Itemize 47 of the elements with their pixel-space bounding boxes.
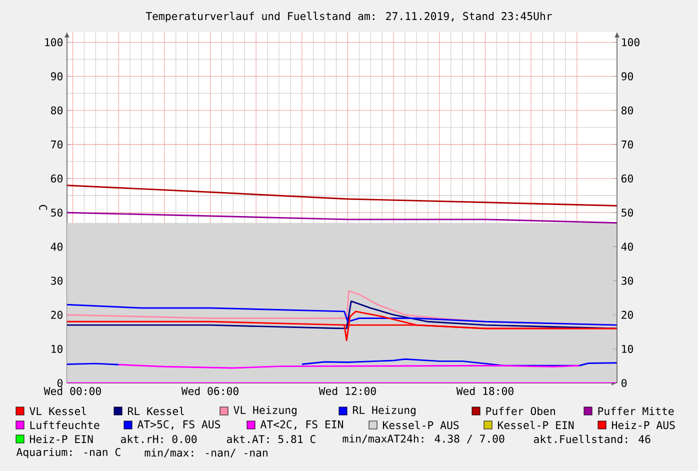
y2-tick-label: 50 bbox=[622, 208, 633, 217]
y-tick-label: 60 bbox=[51, 174, 62, 183]
legend-label: RL Kessel bbox=[128, 406, 184, 416]
text: akt.Fuellstand: 46 bbox=[534, 434, 650, 444]
text: akt.rH: 0.00 bbox=[120, 434, 197, 444]
legend-label: AT>5C, FS AUS bbox=[137, 420, 220, 430]
y2-tick-label: 0 bbox=[622, 378, 627, 388]
legend-label: Heiz-P AUS bbox=[612, 420, 675, 430]
y-tick-label: 30 bbox=[51, 276, 62, 285]
y2-tick-label: 70 bbox=[622, 140, 633, 148]
legend-label: VL Heizung bbox=[234, 406, 296, 416]
legend-label: RL Heizung bbox=[353, 406, 416, 416]
y-tick-label: 90 bbox=[51, 72, 62, 80]
x-tick-label: Wed 06:00 bbox=[181, 386, 238, 396]
y-tick-label: 10 bbox=[52, 344, 62, 353]
y2-tick-label: 60 bbox=[622, 174, 633, 183]
text: akt.AT: 5.81 C bbox=[226, 434, 316, 444]
y-tick-label: 70 bbox=[51, 140, 62, 148]
legend-label: Luftfeuchte bbox=[30, 420, 100, 430]
x-tick-label: Wed 18:00 bbox=[456, 386, 514, 396]
legend-label: Heiz-P EIN bbox=[30, 434, 93, 444]
y-tick-label: 100 bbox=[45, 38, 62, 46]
text: min/maxAT24h: 4.38 / 7.00 bbox=[342, 434, 504, 444]
y-tick-label: 0 bbox=[57, 378, 62, 388]
legend-label: AT<2C, FS EIN bbox=[260, 420, 344, 430]
y2-tick-label: 10 bbox=[622, 344, 633, 353]
text: Aquarium: -nan C bbox=[16, 448, 120, 458]
legend-label: VL Kessel bbox=[30, 406, 86, 416]
y2-tick-label: 20 bbox=[622, 310, 633, 319]
legend-label: Kessel-P AUS bbox=[382, 420, 459, 430]
y-tick-label: 20 bbox=[51, 310, 62, 319]
chart-title: Temperaturverlauf und Fuellstand am: 27.11.2019, Stand 23:45Uhr bbox=[146, 12, 552, 22]
y-axis-title: C bbox=[39, 205, 48, 210]
legend-label: Puffer Oben bbox=[486, 406, 555, 416]
legend-label: Kessel-P EIN bbox=[498, 420, 574, 430]
y2-tick-label: 30 bbox=[622, 276, 633, 285]
x-tick-label: Wed 12:00 bbox=[318, 386, 376, 396]
y-tick-label: 50 bbox=[51, 208, 62, 217]
y-tick-label: 40 bbox=[50, 242, 62, 251]
text: min/max: -nan/ -nan bbox=[144, 448, 268, 458]
y2-tick-label: 100 bbox=[622, 38, 640, 46]
y2-tick-label: 90 bbox=[622, 72, 633, 80]
y2-tick-label: 80 bbox=[622, 106, 633, 114]
y-tick-label: 80 bbox=[51, 106, 62, 114]
x-tick-label: Wed 00:00 bbox=[44, 386, 101, 396]
y2-tick-label: 40 bbox=[621, 242, 633, 251]
legend-label: Puffer Mitte bbox=[598, 406, 674, 416]
